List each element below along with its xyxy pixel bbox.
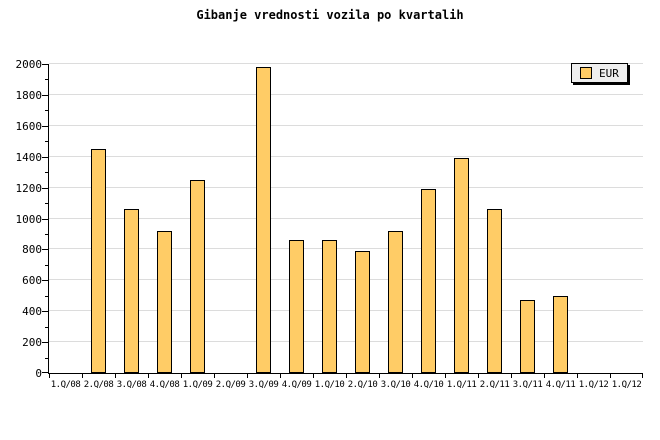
y-axis-label: 200 bbox=[22, 336, 42, 350]
legend-swatch-icon bbox=[580, 67, 592, 79]
x-axis-tick bbox=[642, 373, 643, 378]
y-axis-label: 0 bbox=[35, 367, 42, 380]
y-axis-label: 2000 bbox=[15, 58, 43, 71]
y-minor-tick bbox=[45, 357, 49, 359]
x-axis-tick bbox=[610, 373, 611, 378]
x-axis-label: 4.Q/11 bbox=[545, 380, 576, 390]
bar-4.Q/09 bbox=[289, 240, 304, 373]
y-minor-tick bbox=[45, 110, 49, 112]
bar-2.Q/08 bbox=[91, 148, 106, 373]
y-minor-tick bbox=[45, 233, 49, 235]
x-axis-label: 2.Q/08 bbox=[83, 380, 114, 390]
y-major-tick bbox=[42, 187, 49, 189]
bar-2.Q/10 bbox=[355, 250, 370, 373]
y-axis-label: 400 bbox=[22, 305, 42, 319]
x-axis-label: 2.Q/09 bbox=[215, 380, 246, 390]
x-axis-tick bbox=[511, 373, 512, 378]
x-axis-label: 1.Q/12 bbox=[611, 380, 642, 390]
x-axis-label: 1.Q/08 bbox=[50, 380, 81, 390]
y-axis-label: 600 bbox=[22, 274, 42, 288]
x-axis-label: 3.Q/09 bbox=[248, 380, 279, 390]
y-major-tick bbox=[42, 156, 49, 158]
x-axis-label: 3.Q/08 bbox=[116, 380, 147, 390]
x-axis-tick bbox=[412, 373, 413, 378]
x-axis-label: 3.Q/11 bbox=[512, 380, 543, 390]
legend: EUR bbox=[571, 63, 628, 83]
y-major-tick bbox=[42, 342, 49, 344]
bar-1.Q/10 bbox=[322, 240, 337, 373]
gridline bbox=[49, 63, 643, 64]
y-axis-label: 800 bbox=[22, 243, 42, 257]
y-major-tick bbox=[42, 280, 49, 282]
y-major-tick bbox=[42, 125, 49, 127]
bar-3.Q/09 bbox=[256, 67, 271, 373]
bar-3.Q/08 bbox=[124, 209, 139, 373]
y-major-tick bbox=[42, 94, 49, 96]
chart-title: Gibanje vrednosti vozila po kvartalih bbox=[196, 8, 464, 22]
x-axis-tick bbox=[181, 373, 182, 378]
x-axis-tick bbox=[49, 373, 50, 378]
y-minor-tick bbox=[45, 79, 49, 81]
x-axis-tick bbox=[247, 373, 248, 378]
y-minor-tick bbox=[45, 295, 49, 297]
gridline bbox=[49, 217, 643, 219]
y-major-tick bbox=[42, 249, 49, 251]
y-minor-tick bbox=[45, 203, 49, 205]
gridline bbox=[49, 341, 643, 343]
gridline bbox=[49, 93, 643, 95]
bar-4.Q/08 bbox=[157, 230, 172, 373]
y-axis-label: 1800 bbox=[15, 88, 43, 102]
x-axis-label: 3.Q/10 bbox=[380, 380, 411, 390]
plot-area: 0 200 400 600 800 1000 1200 1400 1600 1800 2000 1.Q… bbox=[16, 59, 643, 390]
x-axis-tick bbox=[544, 373, 545, 378]
x-axis-label: 2.Q/10 bbox=[347, 380, 378, 390]
gridline bbox=[49, 186, 643, 188]
x-axis-tick bbox=[577, 373, 578, 378]
x-axis-tick bbox=[379, 373, 380, 378]
x-axis-tick bbox=[148, 373, 149, 378]
gridline bbox=[49, 248, 643, 250]
x-axis-label: 1.Q/12 bbox=[578, 380, 609, 390]
gridline bbox=[49, 155, 643, 157]
x-axis-label: 2.Q/11 bbox=[479, 380, 510, 390]
bar-3.Q/11 bbox=[520, 300, 535, 373]
y-axis-label: 1600 bbox=[15, 119, 43, 133]
x-axis-label: 4.Q/10 bbox=[413, 380, 444, 390]
bar-3.Q/10 bbox=[388, 230, 403, 373]
x-axis-tick bbox=[346, 373, 347, 378]
y-major-tick bbox=[42, 218, 49, 220]
x-axis-label: 4.Q/08 bbox=[149, 380, 180, 390]
x-axis-tick bbox=[313, 373, 314, 378]
bar-4.Q/10 bbox=[421, 189, 436, 373]
y-axis-label: 1400 bbox=[15, 150, 43, 164]
y-major-tick bbox=[42, 64, 49, 65]
gridline bbox=[49, 279, 643, 281]
x-axis-tick bbox=[214, 373, 215, 378]
x-axis-tick bbox=[115, 373, 116, 378]
x-axis-label: 1.Q/09 bbox=[182, 380, 213, 390]
bar-1.Q/09 bbox=[190, 179, 205, 373]
bar-4.Q/11 bbox=[553, 295, 568, 373]
x-axis-label: 1.Q/11 bbox=[446, 380, 477, 390]
x-axis-tick bbox=[82, 373, 83, 378]
y-minor-tick bbox=[45, 326, 49, 328]
bar-2.Q/11 bbox=[487, 209, 502, 373]
y-axis-label: 1200 bbox=[15, 181, 43, 195]
y-minor-tick bbox=[45, 172, 49, 174]
y-minor-tick bbox=[45, 264, 49, 266]
bar-1.Q/11 bbox=[454, 158, 469, 373]
x-axis-tick bbox=[478, 373, 479, 378]
gridline bbox=[49, 124, 643, 126]
y-major-tick bbox=[42, 372, 49, 373]
x-axis-label: 1.Q/10 bbox=[314, 380, 345, 390]
gridline bbox=[49, 310, 643, 312]
y-minor-tick bbox=[45, 141, 49, 143]
legend-label: EUR bbox=[599, 66, 619, 80]
y-major-tick bbox=[42, 311, 49, 313]
x-axis-label: 4.Q/09 bbox=[281, 380, 312, 390]
x-axis-tick bbox=[280, 373, 281, 378]
x-axis-tick bbox=[445, 373, 446, 378]
y-axis-label: 1000 bbox=[15, 212, 43, 226]
